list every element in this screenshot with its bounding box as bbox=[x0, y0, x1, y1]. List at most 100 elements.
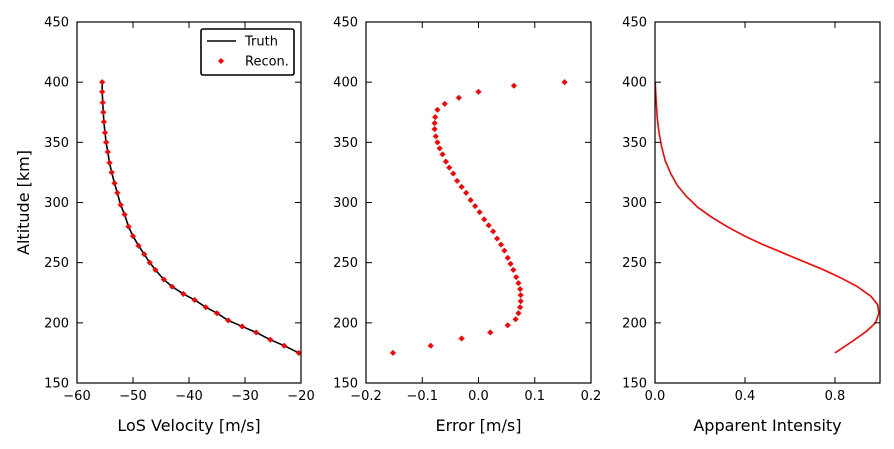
data-point bbox=[455, 94, 462, 101]
data-point bbox=[501, 247, 508, 254]
data-point bbox=[141, 251, 148, 258]
data-point bbox=[515, 310, 522, 317]
data-point bbox=[111, 180, 118, 187]
x-tick-label: −60 bbox=[63, 389, 90, 404]
data-point bbox=[169, 283, 176, 290]
x-tick-label: 0.0 bbox=[645, 389, 666, 404]
data-point bbox=[202, 304, 209, 311]
y-tick-label: 450 bbox=[622, 16, 647, 31]
x-tick-label: −40 bbox=[175, 389, 202, 404]
data-point bbox=[135, 242, 142, 249]
data-point bbox=[487, 329, 494, 336]
y-tick-label: 200 bbox=[333, 316, 358, 331]
y-tick-label: 400 bbox=[333, 76, 358, 91]
data-point bbox=[114, 189, 121, 196]
data-point bbox=[472, 203, 479, 210]
legend-marker-swatch bbox=[217, 57, 225, 65]
data-point bbox=[389, 349, 397, 356]
x-tick-label: 0.4 bbox=[735, 389, 756, 404]
data-point bbox=[561, 79, 568, 86]
velocity-panel: −60 −50 −40 −30 −20 150 200 250 300 350 400 450 LoS … bbox=[14, 16, 315, 436]
data-point bbox=[225, 317, 232, 324]
data-point bbox=[517, 292, 524, 299]
data-point bbox=[458, 183, 465, 190]
data-point bbox=[100, 109, 107, 116]
axes-frame bbox=[76, 21, 302, 384]
data-point bbox=[458, 335, 465, 342]
y-tick-label: 400 bbox=[44, 76, 69, 91]
data-point bbox=[160, 276, 167, 283]
data-point bbox=[510, 82, 517, 89]
data-point bbox=[213, 310, 221, 317]
data-point bbox=[103, 139, 110, 146]
data-point bbox=[441, 100, 448, 107]
axes-frame bbox=[365, 21, 592, 384]
intensity-panel: 0.0 0.4 0.8 150 200 250 300 350 400 450 Apparent I… bbox=[622, 16, 881, 435]
y-tick-label: 450 bbox=[44, 16, 69, 31]
data-point bbox=[434, 139, 441, 146]
data-point bbox=[152, 266, 159, 273]
data-point bbox=[517, 298, 524, 305]
data-point bbox=[104, 148, 111, 155]
data-point bbox=[146, 259, 153, 266]
y-axis-label: Altitude [km] bbox=[14, 150, 33, 255]
legend-label: Recon. bbox=[245, 55, 289, 70]
truth-line bbox=[101, 82, 300, 354]
data-point bbox=[267, 336, 274, 343]
data-point bbox=[431, 120, 438, 127]
x-axis-label: LoS Velocity [m/s] bbox=[117, 416, 260, 435]
y-tick-label: 450 bbox=[333, 16, 358, 31]
y-tick-label: 400 bbox=[622, 76, 647, 91]
data-point bbox=[427, 342, 434, 349]
data-point bbox=[125, 223, 132, 230]
data-point bbox=[439, 151, 446, 158]
plot-area bbox=[99, 79, 301, 356]
x-tick-label: −50 bbox=[119, 389, 146, 404]
legend: Truth Recon. bbox=[200, 28, 295, 76]
data-point bbox=[432, 133, 439, 140]
data-point bbox=[467, 197, 474, 204]
y-tick-label: 350 bbox=[333, 136, 358, 151]
data-point bbox=[454, 177, 461, 184]
data-point bbox=[504, 254, 511, 261]
y-tick-label: 150 bbox=[622, 377, 647, 392]
y-tick-label: 300 bbox=[333, 196, 358, 211]
data-point bbox=[513, 274, 520, 281]
x-tick-label: 0.8 bbox=[825, 389, 846, 404]
data-point bbox=[99, 88, 106, 95]
data-point bbox=[239, 323, 246, 330]
data-point bbox=[446, 164, 453, 171]
data-point bbox=[476, 209, 483, 216]
data-point bbox=[507, 260, 514, 267]
data-point bbox=[117, 201, 124, 208]
y-tick-label: 350 bbox=[44, 136, 69, 151]
axes-frame bbox=[654, 21, 881, 384]
data-point bbox=[517, 304, 524, 311]
y-tick-label: 200 bbox=[44, 316, 69, 331]
data-point bbox=[100, 118, 107, 125]
x-tick-label: 0.2 bbox=[581, 389, 602, 404]
data-point bbox=[490, 228, 497, 235]
data-point bbox=[497, 241, 505, 248]
y-tick-label: 250 bbox=[622, 256, 647, 271]
data-point bbox=[101, 129, 109, 136]
y-tick-label: 350 bbox=[622, 136, 647, 151]
data-point bbox=[191, 296, 198, 303]
profile-line bbox=[655, 82, 880, 354]
data-point bbox=[436, 145, 443, 152]
data-point bbox=[99, 99, 106, 106]
x-tick-label: −30 bbox=[231, 389, 258, 404]
y-tick-label: 250 bbox=[333, 256, 358, 271]
data-point bbox=[475, 88, 482, 95]
data-point bbox=[494, 235, 501, 242]
data-point bbox=[515, 280, 522, 287]
data-point bbox=[485, 222, 492, 229]
data-point bbox=[463, 189, 470, 196]
data-point bbox=[504, 322, 511, 329]
x-tick-label: −20 bbox=[287, 389, 314, 404]
y-tick-label: 150 bbox=[44, 377, 69, 392]
error-panel: −0.2 −0.1 0.0 0.1 0.2 150 200 250 300 350 400 450 Er… bbox=[333, 16, 601, 436]
data-point bbox=[442, 158, 449, 165]
y-tick-label: 250 bbox=[44, 256, 69, 271]
data-point bbox=[121, 211, 128, 218]
